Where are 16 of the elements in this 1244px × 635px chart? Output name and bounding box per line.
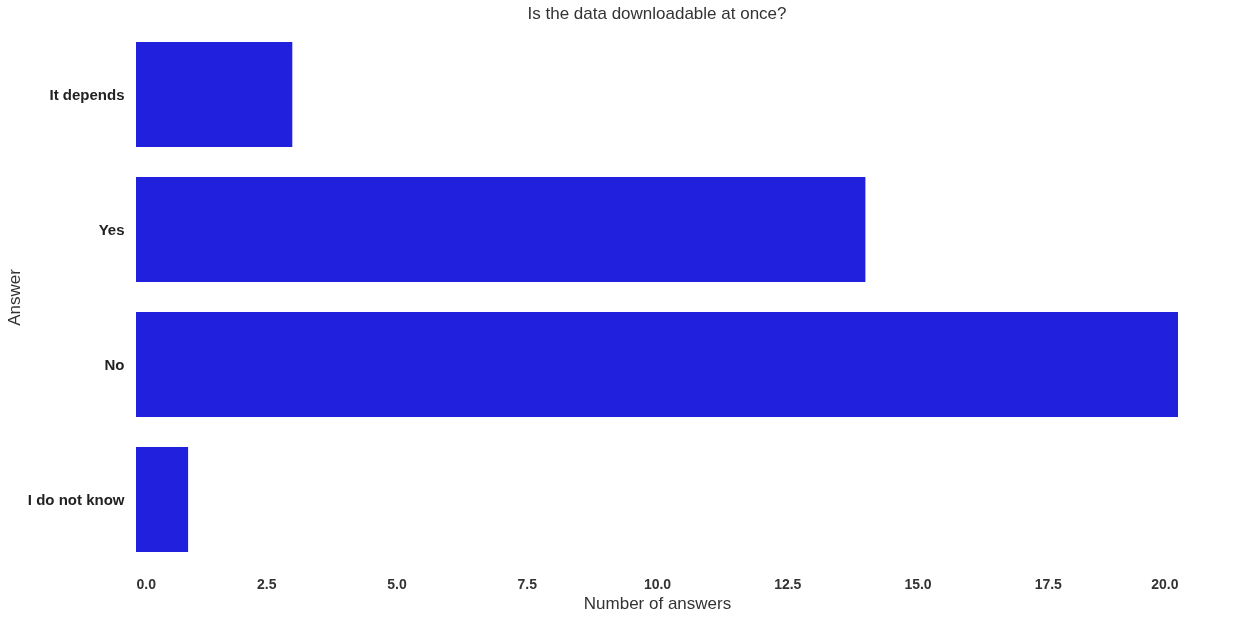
y-tick-label: I do not know <box>27 490 125 508</box>
x-tick-label: 0.0 <box>136 575 157 592</box>
x-axis-title: Number of answers <box>583 593 732 613</box>
x-tick-label: 10.0 <box>643 575 672 592</box>
x-tick-label: 17.5 <box>1034 575 1063 592</box>
x-tick-label: 15.0 <box>904 575 932 592</box>
x-tick-label: 7.5 <box>517 575 538 592</box>
x-tick-label: 12.5 <box>774 575 802 592</box>
x-tick-label: 5.0 <box>387 575 407 592</box>
y-axis-title: Answer <box>4 268 24 326</box>
y-tick-label: No <box>104 355 125 373</box>
y-tick-label: It depends <box>49 85 125 103</box>
y-tick-label: Yes <box>98 220 125 238</box>
chart-title: Is the data downloadable at once? <box>527 4 787 23</box>
x-tick-label: 20.0 <box>1151 575 1179 592</box>
x-tick-label: 2.5 <box>257 575 277 592</box>
